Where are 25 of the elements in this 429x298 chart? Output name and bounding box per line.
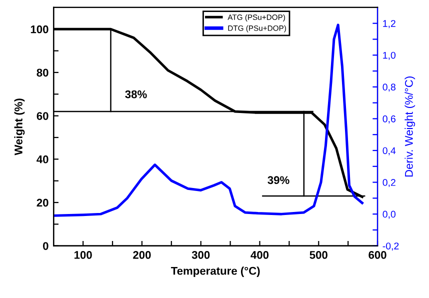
y2-tick-label: 1,2 <box>383 20 396 28</box>
y2-tick-label: 0,2 <box>382 179 396 188</box>
y2-tick-label: 1,0 <box>383 52 396 60</box>
annotation: 38% <box>125 90 147 98</box>
x-tick-label: 200 <box>133 251 151 259</box>
y2-tick-label: 0,4 <box>382 147 396 156</box>
y2-tick-label: 0,8 <box>382 84 396 92</box>
x-tick-label: 500 <box>310 251 328 259</box>
y-axis-title: Weight (%) <box>14 98 25 156</box>
y2-tick-label: 0,6 <box>382 115 396 124</box>
y-tick-label: 100 <box>30 25 48 34</box>
x-tick-label: 600 <box>368 251 386 259</box>
y-tick-label: 40 <box>36 155 48 164</box>
x-tick-label: 300 <box>192 251 210 259</box>
annotation: 39% <box>268 176 290 184</box>
y2-axis-title: Deriv. Weight (%/°C) <box>404 76 416 177</box>
x-axis-title: Temperature (°C) <box>170 266 260 277</box>
y-tick-label: 20 <box>36 198 48 207</box>
y2-tick-label: -0,2 <box>382 242 399 251</box>
x-tick-label: 100 <box>74 251 92 259</box>
y-tick-label: 60 <box>36 112 48 120</box>
x-tick-label: 400 <box>250 251 269 259</box>
y-tick-label: 0 <box>43 242 48 250</box>
y-tick-label: 80 <box>36 68 48 77</box>
y2-tick-label: 0,0 <box>382 210 396 219</box>
